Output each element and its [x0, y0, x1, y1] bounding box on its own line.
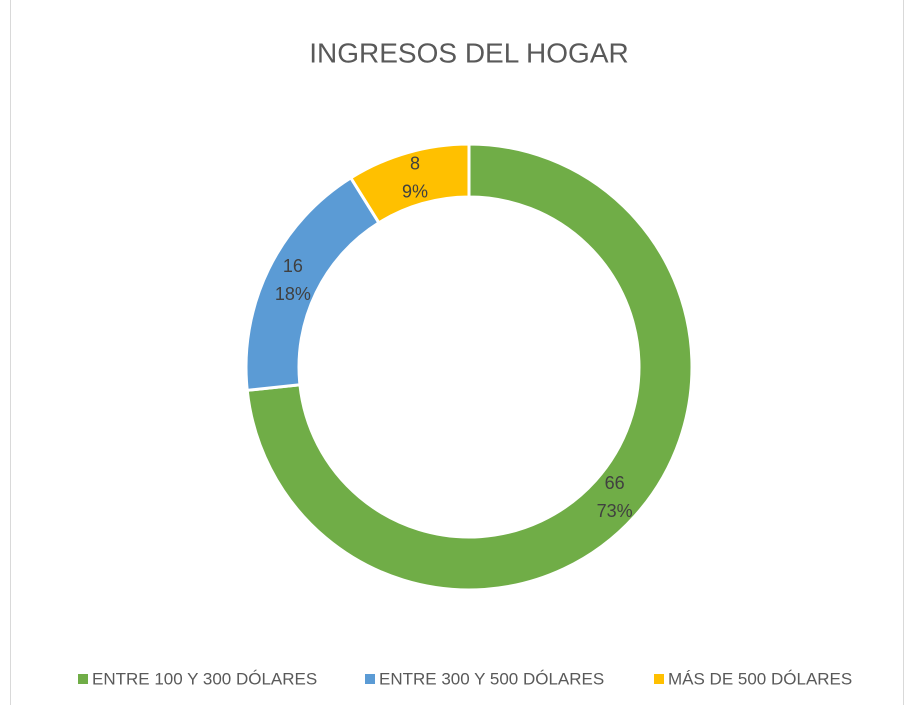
- legend-label: ENTRE 300 Y 500 DÓLARES: [379, 669, 604, 688]
- data-label: 16: [283, 256, 303, 276]
- chart-title: INGRESOS DEL HOGAR: [309, 37, 628, 68]
- data-label: 66: [605, 473, 625, 493]
- percent-label: 18%: [275, 284, 311, 304]
- data-label: 8: [410, 153, 420, 173]
- legend-swatch: [365, 674, 375, 684]
- legend-swatch: [654, 674, 664, 684]
- percent-label: 73%: [597, 501, 633, 521]
- donut-slice: [348, 142, 471, 225]
- legend-swatch: [78, 674, 88, 684]
- percent-label: 9%: [402, 181, 428, 201]
- chart-frame: [10, 0, 904, 705]
- donut-slice: [245, 142, 694, 592]
- legend-label: ENTRE 100 Y 300 DÓLARES: [92, 669, 317, 688]
- legend-label: MÁS DE 500 DÓLARES: [668, 669, 852, 688]
